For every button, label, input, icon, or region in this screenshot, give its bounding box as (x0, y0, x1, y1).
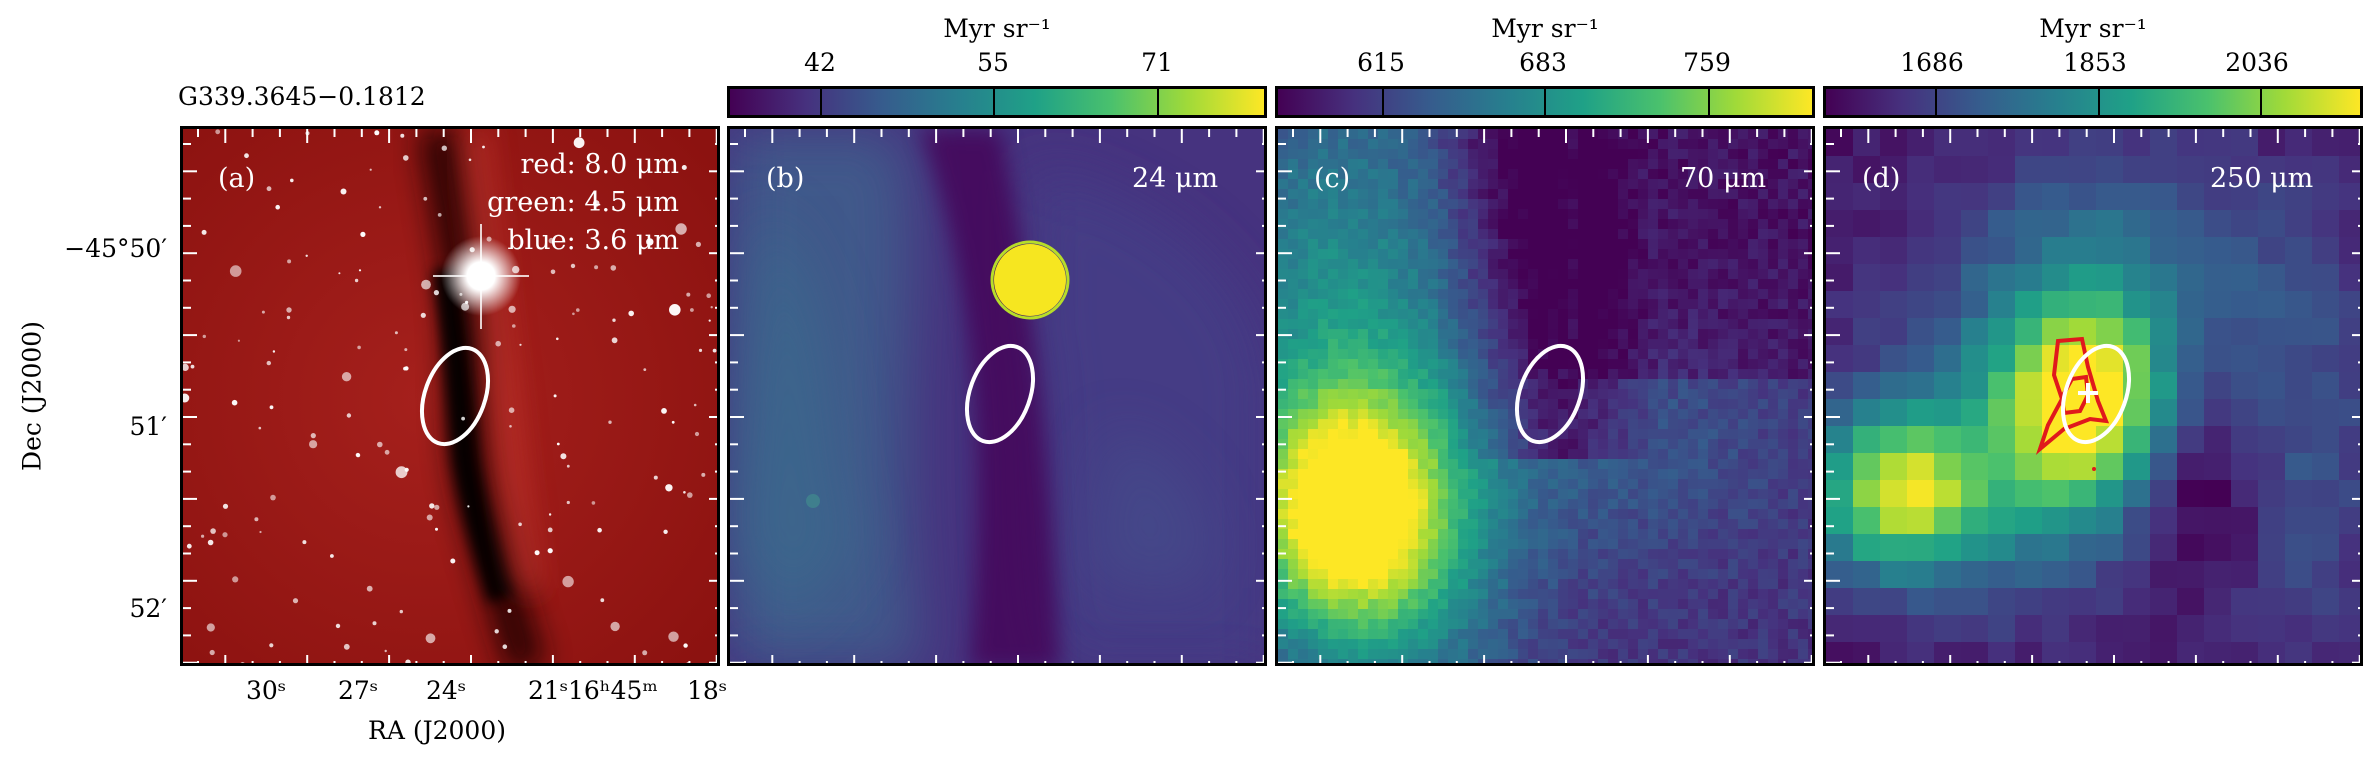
panel-d-image (1823, 126, 2363, 666)
panel-c-70um-map (1278, 129, 1812, 663)
aperture-ellipse (420, 345, 490, 447)
x-tick-label: 18ˢ (687, 676, 728, 705)
aperture-ellipse (2061, 343, 2131, 445)
colorbar-d-tick: 1686 (1900, 48, 1964, 77)
x-tick-label: 16ʰ45ᵐ (568, 676, 658, 705)
panel-c-tag: (c) (1314, 163, 1351, 194)
colorbar-c-tick: 759 (1683, 48, 1731, 77)
x-tick-label: 24ˢ (426, 676, 467, 705)
x-tick-label: 21ˢ (528, 676, 569, 705)
aperture-ellipse (1515, 343, 1585, 445)
colorbar-d (1823, 86, 2363, 118)
colorbar-b-tick: 42 (804, 48, 836, 77)
colorbar-b-unit: Myr sr⁻¹ (943, 14, 1051, 43)
y-tick-label: 51′ (129, 412, 168, 441)
x-axis-label: RA (J2000) (368, 716, 506, 745)
y-axis-label: Dec (J2000) (17, 321, 47, 471)
panel-b-image (727, 126, 1267, 666)
panel-c-image (1275, 126, 1815, 666)
colorbar-c (1275, 86, 1815, 118)
panel-a-image (180, 126, 720, 666)
colorbar-b-tick: 55 (977, 48, 1009, 77)
source-name: G339.3645−0.1812 (178, 82, 426, 111)
colorbar-b (727, 86, 1267, 118)
y-tick-label: −45°50′ (64, 234, 167, 263)
contour-outer (2035, 336, 2110, 456)
panel-d-250um-map (1826, 129, 2360, 663)
panel-c-band: 70 μm (1680, 163, 1767, 194)
colorbar-d-tick: 1853 (2063, 48, 2127, 77)
legend-green: green: 4.5 μm (487, 187, 679, 218)
panel-a-rgb-image (183, 129, 717, 663)
contour-inner (2059, 374, 2091, 416)
aperture-ellipse (965, 343, 1035, 445)
panel-d-band: 250 μm (2210, 163, 2314, 194)
colorbar-d-unit: Myr sr⁻¹ (2039, 14, 2147, 43)
panel-d-tag: (d) (1862, 163, 1901, 194)
legend-red: red: 8.0 μm (520, 149, 679, 180)
panel-b-band: 24 μm (1132, 163, 1219, 194)
y-tick-label: 52′ (129, 594, 168, 623)
panel-b-tag: (b) (766, 163, 805, 194)
x-tick-label: 30ˢ (246, 676, 287, 705)
colorbar-c-tick: 615 (1357, 48, 1405, 77)
colorbar-d-tick: 2036 (2225, 48, 2289, 77)
colorbar-b-tick: 71 (1141, 48, 1173, 77)
x-tick-label: 27ˢ (338, 676, 379, 705)
legend-blue: blue: 3.6 μm (507, 225, 679, 256)
colorbar-c-tick: 683 (1519, 48, 1567, 77)
panel-b-24um-map (730, 129, 1264, 663)
panel-a-tag: (a) (218, 163, 256, 194)
colorbar-c-unit: Myr sr⁻¹ (1491, 14, 1599, 43)
